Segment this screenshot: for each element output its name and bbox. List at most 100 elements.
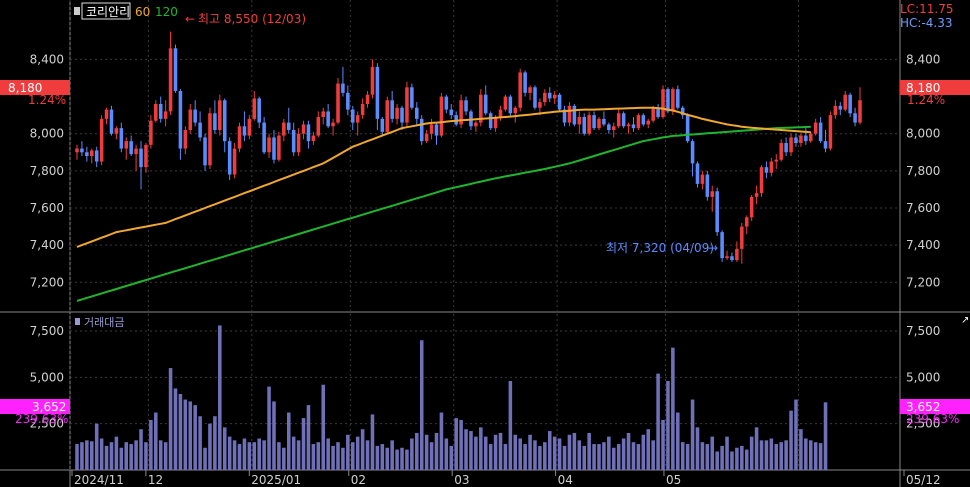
candle[interactable] [626,122,631,134]
candle[interactable] [415,102,419,125]
volume-bar[interactable] [616,444,621,470]
volume-bar[interactable] [144,442,148,470]
volume-bar[interactable] [257,438,261,470]
candle[interactable] [488,111,493,130]
candle[interactable] [744,215,749,234]
candle[interactable] [700,170,705,190]
volume-bar[interactable] [232,440,237,470]
candle[interactable] [390,91,394,123]
volume-bar[interactable] [154,412,158,470]
candle[interactable] [380,117,385,136]
volume-bar[interactable] [134,440,138,470]
candle[interactable] [375,63,380,130]
volume-bar[interactable] [370,414,375,470]
volume-bar[interactable] [725,436,729,470]
candle[interactable] [513,105,518,123]
candle[interactable] [203,133,207,171]
volume-bar[interactable] [188,401,193,470]
volume-bar[interactable] [149,419,153,470]
volume-bar[interactable] [528,434,532,470]
volume-bar[interactable] [94,423,99,470]
candle[interactable] [602,111,606,127]
volume-bar[interactable] [454,418,458,470]
volume-bar[interactable] [749,436,754,470]
volume-bar[interactable] [813,442,818,470]
candle[interactable] [247,115,252,140]
candle[interactable] [449,104,454,119]
legend-marker-icon[interactable] [74,7,80,15]
candle[interactable] [552,91,557,104]
candle[interactable] [646,118,651,129]
candle[interactable] [208,107,212,169]
candle[interactable] [355,111,360,136]
volume-bar[interactable] [168,368,173,470]
volume-bar[interactable] [267,386,271,470]
volume-bar[interactable] [395,449,399,470]
candlestick-series[interactable] [75,31,862,264]
volume-bar[interactable] [543,442,547,470]
candle[interactable] [523,70,527,97]
candle[interactable] [365,91,370,108]
candle[interactable] [277,131,281,162]
volume-bar[interactable] [109,442,114,470]
candle[interactable] [242,111,247,142]
candle[interactable] [547,87,552,103]
candle[interactable] [188,104,193,134]
volume-bar[interactable] [355,436,360,470]
volume-bar[interactable] [346,434,350,470]
volume-bar[interactable] [178,394,183,470]
candle[interactable] [813,118,818,136]
candle[interactable] [710,185,715,212]
volume-bar[interactable] [252,442,257,470]
volume-bar[interactable] [538,445,542,470]
candle[interactable] [114,126,119,140]
candle[interactable] [198,111,202,142]
volume-bar[interactable] [429,442,434,470]
candle[interactable] [351,105,355,130]
volume-bar[interactable] [503,444,508,470]
volume-bar[interactable] [680,442,685,470]
volume-bar[interactable] [779,442,783,470]
volume-bar[interactable] [183,399,188,470]
candle[interactable] [434,122,439,145]
volume-bar[interactable] [208,423,212,470]
candle[interactable] [109,105,114,136]
candle[interactable] [715,187,719,236]
volume-bar[interactable] [577,440,582,470]
volume-bar[interactable] [75,444,79,470]
candle[interactable] [567,102,572,127]
volume-bar[interactable] [459,419,463,470]
candle[interactable] [636,113,641,130]
volume-bar[interactable] [700,442,705,470]
volume-bar[interactable] [498,432,503,470]
candle[interactable] [99,115,104,166]
candle[interactable] [808,131,813,143]
candle[interactable] [75,144,79,160]
volume-bar[interactable] [400,447,404,470]
candle[interactable] [695,161,700,188]
volume-bar[interactable] [513,434,518,470]
volume-bar[interactable] [488,444,493,470]
volume-bar[interactable] [272,401,276,470]
volume-bar[interactable] [449,445,454,470]
volume-bar[interactable] [351,442,355,470]
volume-bar[interactable] [710,436,715,470]
volume-bar[interactable] [715,451,719,470]
candle[interactable] [232,143,237,179]
volume-bar[interactable] [823,402,828,470]
volume-bar[interactable] [227,436,232,470]
candle[interactable] [528,85,532,101]
candle[interactable] [321,107,325,125]
candle[interactable] [124,137,129,160]
candle[interactable] [828,111,833,151]
volume-bar[interactable] [666,381,670,470]
volume-bar[interactable] [341,447,345,470]
candle[interactable] [341,66,345,97]
candle[interactable] [173,44,178,93]
candle[interactable] [725,250,729,260]
candle[interactable] [720,230,724,262]
volume-bar[interactable] [483,436,488,470]
candle[interactable] [119,122,124,153]
volume-bar[interactable] [759,440,764,470]
volume-bar[interactable] [582,445,586,470]
